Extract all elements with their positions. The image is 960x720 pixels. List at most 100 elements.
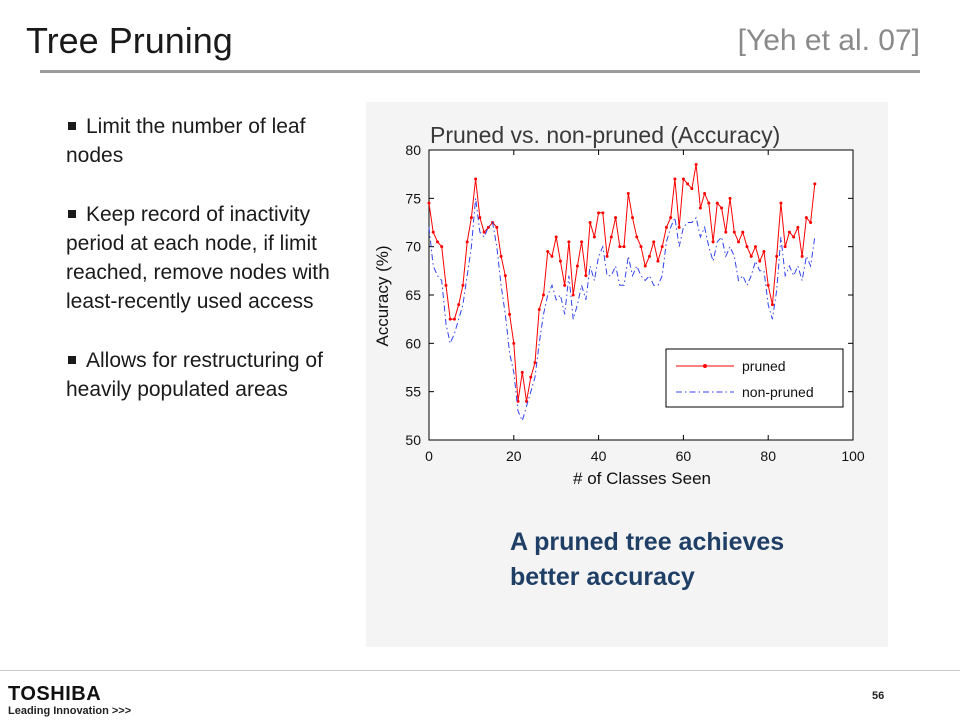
plot-area: 0 20 40 60 80 100 50 55 60 65 70 75 80 pruned non-prun…	[405, 142, 864, 464]
x-tick-label: 80	[760, 448, 776, 464]
bullet-text: Limit the number of leaf nodes	[66, 115, 306, 167]
data-point-pruned	[800, 254, 804, 258]
x-tick-label: 100	[841, 448, 865, 464]
title-divider	[40, 70, 920, 73]
data-point-pruned	[448, 317, 452, 321]
data-point-pruned	[796, 225, 800, 229]
data-point-pruned	[728, 196, 732, 200]
data-point-pruned	[537, 308, 541, 311]
data-point-pruned	[558, 259, 562, 263]
data-point-pruned	[753, 245, 757, 249]
y-tick-label: 80	[405, 142, 421, 158]
data-point-pruned	[618, 245, 622, 249]
data-point-pruned	[681, 177, 685, 181]
chart-title: Pruned vs. non-pruned (Accuracy)	[430, 122, 780, 148]
data-point-pruned	[508, 312, 512, 316]
data-point-pruned	[554, 235, 558, 239]
data-point-pruned	[711, 240, 715, 244]
data-point-pruned	[541, 293, 545, 297]
data-point-pruned	[580, 240, 584, 244]
data-point-pruned	[520, 370, 524, 374]
data-point-pruned	[452, 317, 456, 321]
y-axis-label: Accuracy (%)	[373, 245, 392, 346]
data-point-pruned	[804, 216, 808, 220]
data-point-pruned	[478, 216, 482, 220]
series-line-non-pruned	[428, 198, 816, 423]
bullet-text: Allows for restructuring of heavily popu…	[66, 349, 323, 401]
bullet-text: Keep record of inactivity period at each…	[66, 203, 330, 313]
chart-caption: A pruned tree achieves better accuracy	[510, 528, 785, 591]
footer-divider	[0, 670, 960, 671]
data-point-pruned	[584, 274, 588, 278]
data-point-pruned	[592, 235, 596, 239]
data-point-pruned	[486, 225, 490, 229]
data-point-pruned	[647, 254, 651, 258]
data-point-pruned	[643, 264, 647, 268]
x-tick-label: 0	[425, 448, 433, 464]
square-bullet-icon	[68, 209, 76, 218]
legend-label: pruned	[742, 358, 786, 374]
square-bullet-icon	[68, 121, 76, 130]
y-tick-label: 60	[405, 335, 421, 351]
data-point-pruned	[631, 216, 635, 220]
data-point-pruned	[720, 206, 724, 210]
data-point-pruned	[732, 230, 736, 234]
data-point-pruned	[707, 201, 711, 205]
data-point-pruned	[737, 240, 741, 244]
accuracy-chart: Pruned vs. non-pruned (Accuracy) 0 20 40 60…	[373, 122, 865, 488]
data-point-pruned	[686, 182, 690, 186]
logo-brand: TOSHIBA	[8, 683, 102, 705]
toshiba-logo: TOSHIBA Leading Innovation >>>	[8, 683, 131, 717]
data-point-pruned	[457, 303, 461, 307]
data-point-pruned	[749, 254, 753, 258]
data-point-pruned	[533, 361, 537, 365]
bullet-item: Limit the number of leaf nodes	[66, 112, 334, 170]
bullet-list: Limit the number of leaf nodes Keep reco…	[66, 112, 334, 434]
data-point-pruned	[474, 177, 478, 181]
data-point-pruned	[715, 201, 719, 205]
data-point-pruned	[770, 303, 774, 307]
data-point-pruned	[546, 250, 550, 253]
data-point-pruned	[503, 274, 507, 278]
data-point-pruned	[626, 192, 630, 195]
data-point-pruned	[465, 240, 469, 244]
data-point-pruned	[779, 201, 783, 205]
citation: [Yeh et al. 07]	[737, 24, 920, 57]
data-point-pruned	[440, 245, 444, 249]
data-point-pruned	[495, 225, 499, 229]
data-point-pruned	[550, 254, 554, 258]
x-tick-label: 40	[591, 448, 607, 464]
data-point-pruned	[588, 221, 592, 224]
data-point-pruned	[427, 201, 431, 205]
data-point-pruned	[694, 163, 698, 166]
data-point-pruned	[529, 375, 533, 379]
data-point-pruned	[652, 240, 656, 244]
x-axis-label: # of Classes Seen	[573, 469, 711, 488]
data-point-pruned	[575, 264, 579, 268]
data-point-pruned	[703, 192, 707, 195]
y-tick-label: 65	[405, 287, 421, 303]
data-point-pruned	[597, 211, 601, 215]
data-point-pruned	[469, 216, 473, 220]
data-point-pruned	[601, 211, 605, 215]
data-point-pruned	[809, 221, 813, 224]
x-tick-label: 20	[506, 448, 522, 464]
slide-title: Tree Pruning	[26, 20, 233, 61]
y-tick-label: 50	[405, 432, 421, 448]
y-tick-label: 70	[405, 239, 421, 255]
data-point-pruned	[444, 283, 448, 287]
data-point-pruned	[482, 230, 486, 234]
x-tick-label: 60	[676, 448, 692, 464]
data-point-pruned	[664, 225, 668, 229]
logo-tagline: Leading Innovation >>>	[8, 705, 132, 717]
data-point-pruned	[762, 250, 766, 253]
data-point-pruned	[635, 235, 639, 239]
data-point-pruned	[813, 182, 817, 186]
data-point-pruned	[656, 259, 660, 263]
bullet-item: Keep record of inactivity period at each…	[66, 200, 334, 316]
data-point-pruned	[783, 245, 787, 249]
data-point-pruned	[758, 259, 762, 263]
data-point-pruned	[563, 283, 567, 287]
y-tick-label: 75	[405, 190, 421, 206]
